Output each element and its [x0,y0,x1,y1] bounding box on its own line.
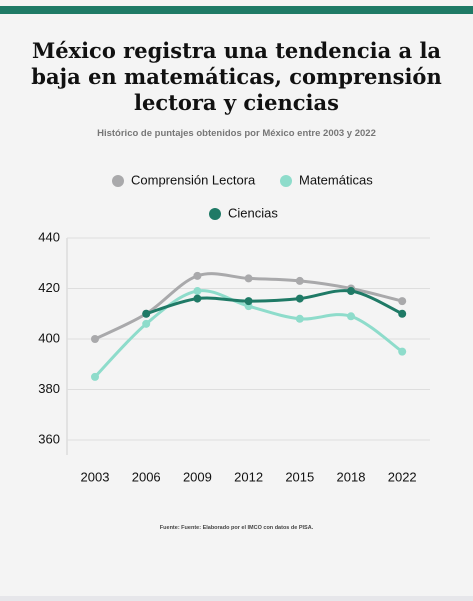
x-tick-label: 2012 [234,469,263,484]
x-tick-label: 2022 [388,469,417,484]
y-tick-label: 360 [38,431,60,446]
data-point [142,309,151,318]
legend-label: Ciencias [228,205,278,220]
legend-marker [112,175,124,187]
y-tick-label: 400 [38,330,60,345]
x-tick-label: 2018 [337,469,366,484]
series-line [145,289,403,316]
data-point [347,287,355,296]
y-tick-label: 420 [38,280,60,295]
x-tick-label: 2006 [132,469,161,484]
x-tick-label: 2009 [183,469,212,484]
data-point [91,372,99,381]
data-point [193,287,202,296]
source-note: Fuente: Fuente: Elaborado por el IMCO co… [159,525,314,531]
data-point [398,347,407,356]
data-point [295,314,304,323]
y-tick-label: 380 [38,381,60,396]
top-bar [0,6,473,14]
data-point [142,319,151,328]
data-point [398,297,407,306]
data-point [91,335,99,343]
bottom-bar [0,596,473,601]
legend-marker [280,175,292,187]
data-point [193,294,202,303]
x-tick-label: 2015 [285,469,314,484]
y-tick-label: 440 [38,229,60,244]
data-point [347,312,355,321]
legend-label: Comprensión Lectora [131,172,256,187]
chart-subtitle: Histórico de puntajes obtenidos por Méxi… [97,128,376,139]
data-point [295,294,304,303]
data-point [398,309,407,318]
legend-label: Matemáticas [299,172,373,187]
data-point [244,274,253,283]
x-tick-label: 2003 [81,469,110,484]
legend-marker [209,208,221,220]
data-point [193,271,202,280]
data-point [244,297,253,306]
data-point [295,276,304,285]
chart-title: México registra una tendencia a la baja … [31,38,442,115]
